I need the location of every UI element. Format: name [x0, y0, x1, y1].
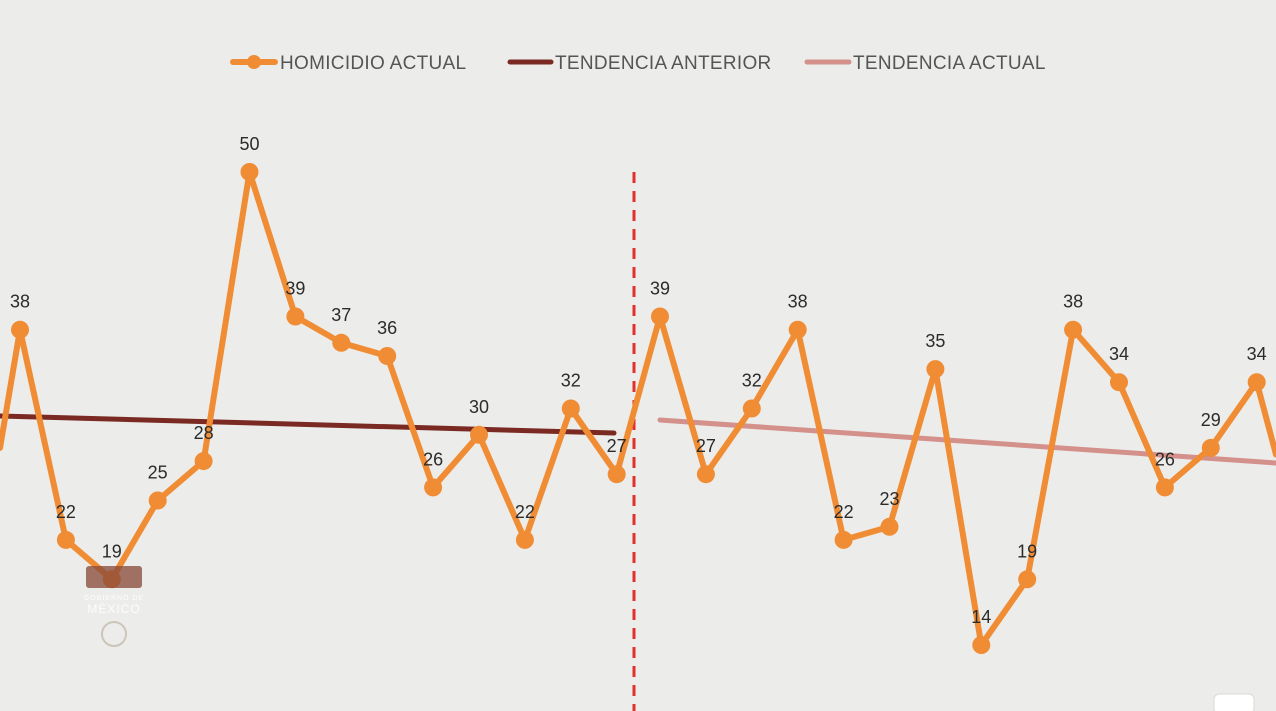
legend-label-homicidio: HOMICIDIO ACTUAL [280, 53, 466, 74]
legend-item-homicidio: HOMICIDIO ACTUAL [230, 53, 466, 74]
corner-badge [1213, 693, 1255, 711]
data-label-10: 30 [469, 397, 489, 417]
legend-marker-homicidio [247, 55, 261, 69]
data-label-17: 38 [788, 292, 808, 312]
data-point-16 [742, 399, 761, 418]
logo-figures-icon [86, 566, 142, 588]
data-point-3 [148, 491, 167, 510]
data-point-4 [194, 452, 213, 471]
data-label-27: 34 [1247, 344, 1267, 364]
data-point-21 [972, 636, 991, 654]
data-point-17 [788, 320, 807, 339]
series-points [11, 163, 1266, 654]
data-point-1 [56, 530, 75, 549]
data-point-25 [1155, 478, 1174, 497]
data-label-12: 32 [561, 371, 581, 391]
legend-label-tendencia-anterior: TENDENCIA ANTERIOR [555, 53, 772, 74]
logo-subtext: GOBIERNO DE [84, 595, 144, 602]
data-point-23 [1064, 320, 1083, 339]
data-label-25: 26 [1155, 449, 1175, 469]
data-label-5: 50 [239, 134, 259, 154]
legend-item-tendencia-anterior: TENDENCIA ANTERIOR [507, 53, 772, 74]
data-label-14: 39 [650, 279, 670, 299]
data-label-19: 23 [879, 489, 899, 509]
data-point-8 [378, 347, 397, 365]
data-point-10 [470, 425, 488, 444]
data-point-19 [880, 517, 899, 536]
data-point-0 [11, 320, 29, 339]
data-label-4: 28 [194, 423, 214, 443]
data-label-24: 34 [1109, 344, 1129, 364]
data-label-7: 37 [331, 305, 351, 325]
seal-icon [101, 621, 127, 647]
legend-item-tendencia-actual: TENDENCIA ACTUAL [804, 53, 1046, 74]
data-point-26 [1201, 438, 1220, 457]
data-point-12 [561, 399, 580, 418]
gobierno-mexico-logo: GOBIERNO DE MÉXICO [84, 566, 144, 647]
data-label-13: 27 [607, 436, 627, 456]
data-label-3: 25 [148, 463, 168, 483]
data-label-8: 36 [377, 318, 397, 338]
series-line-homicidio [0, 169, 1276, 648]
data-point-22 [1018, 570, 1037, 589]
data-point-7 [332, 333, 351, 352]
data-label-23: 38 [1063, 292, 1083, 312]
legend: HOMICIDIO ACTUAL TENDENCIA ANTERIOR TEND… [230, 53, 1046, 74]
legend-label-tendencia-actual: TENDENCIA ACTUAL [853, 53, 1046, 74]
data-point-9 [424, 478, 443, 497]
data-point-13 [607, 465, 626, 484]
data-point-14 [651, 307, 669, 326]
data-label-2: 19 [102, 541, 122, 561]
data-label-21: 14 [971, 607, 991, 627]
trend-line-tendencia-anterior [0, 413, 617, 436]
data-label-11: 22 [515, 502, 535, 522]
data-label-16: 32 [742, 371, 762, 391]
data-label-15: 27 [696, 436, 716, 456]
data-label-0: 38 [10, 292, 30, 312]
data-point-11 [515, 530, 534, 549]
data-point-5 [240, 163, 259, 181]
data-point-15 [696, 465, 715, 484]
data-label-22: 19 [1017, 541, 1037, 561]
data-label-9: 26 [423, 449, 443, 469]
data-label-18: 22 [834, 502, 854, 522]
data-label-20: 35 [925, 331, 945, 351]
data-label-6: 39 [285, 279, 305, 299]
corner-badge-icon [1213, 693, 1255, 711]
data-point-6 [286, 307, 305, 326]
trend-line-tendencia-actual [657, 417, 1276, 466]
data-point-24 [1110, 373, 1128, 392]
data-point-18 [834, 530, 853, 549]
data-label-26: 29 [1201, 410, 1221, 430]
data-point-27 [1247, 373, 1266, 392]
data-point-20 [926, 360, 945, 379]
data-label-1: 22 [56, 502, 76, 522]
data-labels: 38 22 19 25 28 50 39 37 36 26 30 22 32 27 39 27 32 38 22 23… [10, 134, 1267, 627]
logo-text: MÉXICO [87, 601, 140, 616]
